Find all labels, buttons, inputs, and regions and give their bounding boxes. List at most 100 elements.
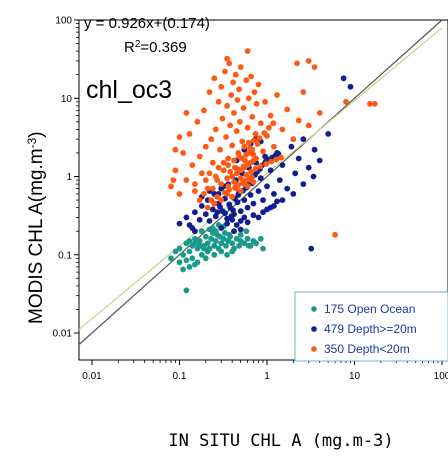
point-open-ocean bbox=[196, 242, 203, 249]
point-depth-ge-20 bbox=[217, 203, 223, 210]
point-open-ocean bbox=[224, 251, 231, 258]
point-open-ocean bbox=[192, 240, 198, 247]
point-depth-ge-20 bbox=[255, 214, 262, 221]
point-depth-lt-20 bbox=[371, 100, 378, 107]
point-depth-lt-20 bbox=[244, 48, 251, 54]
point-depth-lt-20 bbox=[232, 71, 239, 78]
point-depth-lt-20 bbox=[248, 174, 255, 181]
point-depth-lt-20 bbox=[224, 55, 231, 62]
point-depth-ge-20 bbox=[241, 197, 248, 204]
point-open-ocean bbox=[241, 240, 248, 247]
point-open-ocean bbox=[211, 251, 218, 258]
point-depth-lt-20 bbox=[237, 175, 244, 182]
point-depth-ge-20 bbox=[226, 201, 233, 208]
point-depth-lt-20 bbox=[170, 177, 177, 184]
point-depth-lt-20 bbox=[224, 102, 231, 109]
point-depth-lt-20 bbox=[305, 58, 312, 64]
point-depth-lt-20 bbox=[243, 171, 250, 178]
point-depth-lt-20 bbox=[206, 170, 213, 177]
point-depth-ge-20 bbox=[237, 218, 244, 224]
x-tick-label: 10 bbox=[349, 371, 361, 382]
point-depth-lt-20 bbox=[251, 137, 257, 144]
point-depth-lt-20 bbox=[172, 167, 179, 174]
point-depth-ge-20 bbox=[206, 218, 213, 224]
point-open-ocean bbox=[212, 238, 219, 244]
point-depth-ge-20 bbox=[183, 214, 190, 221]
point-depth-lt-20 bbox=[237, 64, 244, 70]
point-depth-lt-20 bbox=[284, 106, 291, 113]
point-open-ocean bbox=[218, 240, 225, 247]
point-depth-ge-20 bbox=[340, 75, 347, 82]
point-open-ocean bbox=[218, 248, 225, 255]
point-depth-lt-20 bbox=[237, 188, 244, 195]
y-axis-label: MODIS CHL A(mg.m-3) bbox=[25, 131, 47, 324]
point-depth-ge-20 bbox=[274, 198, 280, 205]
point-depth-ge-20 bbox=[196, 216, 203, 223]
point-depth-lt-20 bbox=[196, 197, 203, 204]
y-tick-label: 0.1 bbox=[58, 250, 72, 261]
point-depth-ge-20 bbox=[218, 225, 225, 231]
point-depth-ge-20 bbox=[267, 167, 274, 174]
point-depth-lt-20 bbox=[240, 105, 247, 111]
x-tick-label: 0.1 bbox=[173, 371, 187, 382]
point-depth-lt-20 bbox=[267, 112, 274, 119]
data-points bbox=[168, 48, 378, 294]
point-depth-lt-20 bbox=[305, 122, 312, 129]
point-depth-ge-20 bbox=[186, 222, 193, 228]
point-depth-ge-20 bbox=[241, 214, 248, 221]
point-depth-lt-20 bbox=[255, 81, 262, 88]
point-depth-lt-20 bbox=[249, 146, 256, 153]
point-depth-ge-20 bbox=[300, 181, 307, 188]
point-depth-ge-20 bbox=[230, 207, 237, 214]
point-open-ocean bbox=[244, 235, 251, 242]
point-depth-ge-20 bbox=[290, 191, 297, 197]
point-open-ocean bbox=[223, 242, 229, 249]
point-depth-lt-20 bbox=[224, 175, 231, 182]
point-depth-lt-20 bbox=[212, 126, 219, 133]
point-open-ocean bbox=[168, 255, 174, 262]
point-depth-lt-20 bbox=[279, 126, 286, 133]
point-depth-lt-20 bbox=[295, 117, 302, 124]
point-depth-lt-20 bbox=[237, 118, 243, 125]
x-axis-label: IN SITU CHL A (mg.m-3) bbox=[168, 431, 393, 451]
point-depth-lt-20 bbox=[204, 185, 211, 192]
point-depth-ge-20 bbox=[260, 197, 266, 204]
point-depth-lt-20 bbox=[239, 138, 246, 145]
point-depth-lt-20 bbox=[220, 159, 227, 166]
y-axis-label-close: ) bbox=[26, 131, 47, 137]
point-depth-lt-20 bbox=[245, 95, 252, 102]
point-depth-ge-20 bbox=[244, 219, 251, 226]
point-depth-lt-20 bbox=[220, 167, 227, 174]
point-depth-lt-20 bbox=[231, 110, 237, 116]
point-depth-lt-20 bbox=[253, 100, 260, 107]
point-depth-lt-20 bbox=[239, 155, 246, 162]
legend-label-depth-lt-20: 350 Depth<20m bbox=[324, 342, 410, 356]
point-depth-lt-20 bbox=[243, 77, 250, 84]
point-depth-lt-20 bbox=[209, 185, 216, 192]
point-depth-lt-20 bbox=[180, 150, 187, 156]
point-depth-lt-20 bbox=[229, 173, 236, 180]
reference-line-1-1 bbox=[78, 19, 443, 346]
point-open-ocean bbox=[202, 255, 209, 262]
r2-superscript: 2 bbox=[135, 39, 141, 50]
point-depth-lt-20 bbox=[268, 158, 275, 165]
point-depth-ge-20 bbox=[237, 208, 244, 215]
point-depth-lt-20 bbox=[260, 148, 266, 155]
point-depth-ge-20 bbox=[347, 83, 354, 90]
point-depth-lt-20 bbox=[270, 120, 277, 127]
point-depth-ge-20 bbox=[264, 183, 270, 190]
point-open-ocean bbox=[236, 242, 243, 249]
point-depth-lt-20 bbox=[204, 204, 211, 211]
r2-value: =0.369 bbox=[140, 39, 186, 56]
point-depth-ge-20 bbox=[237, 226, 244, 233]
point-depth-lt-20 bbox=[211, 75, 218, 82]
point-open-ocean bbox=[253, 240, 259, 247]
point-depth-lt-20 bbox=[202, 177, 209, 184]
point-depth-lt-20 bbox=[257, 120, 264, 127]
point-depth-ge-20 bbox=[192, 228, 198, 235]
point-depth-lt-20 bbox=[257, 163, 264, 170]
point-open-ocean bbox=[245, 242, 252, 249]
point-depth-ge-20 bbox=[295, 155, 302, 162]
point-depth-lt-20 bbox=[223, 134, 229, 140]
point-depth-ge-20 bbox=[257, 175, 264, 182]
